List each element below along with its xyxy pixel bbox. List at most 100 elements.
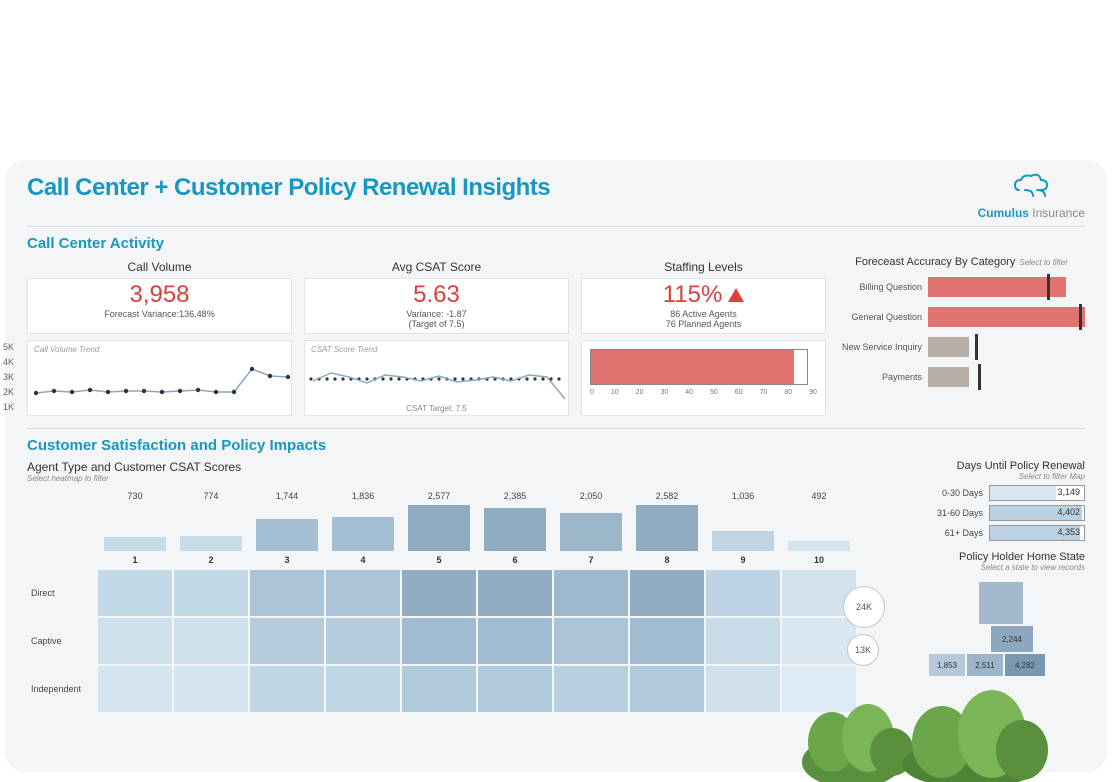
heatmap-bar[interactable]	[408, 505, 470, 551]
forecast-label: General Question	[838, 312, 928, 322]
heatmap-row-label: Direct	[27, 588, 97, 598]
days-row[interactable]: 61+ Days 4,353	[883, 525, 1085, 541]
heatmap-cell[interactable]	[629, 617, 705, 665]
heatmap-cell[interactable]	[401, 665, 477, 713]
heatmap-cell[interactable]	[249, 617, 325, 665]
forecast-hint: Select to filter	[1019, 258, 1067, 267]
brand-name: Cumulus Insurance	[978, 206, 1085, 220]
map-circle[interactable]: 24K	[843, 586, 885, 628]
heatmap-cell[interactable]	[705, 617, 781, 665]
heatmap-cell[interactable]	[705, 665, 781, 713]
heatmap-bar[interactable]	[180, 536, 242, 551]
staffing-sub2: 76 Planned Agents	[582, 319, 825, 329]
heatmap-cell[interactable]	[97, 665, 173, 713]
csat-trend-card[interactable]: CSAT Score Trend CSAT Target: 7.5	[304, 340, 569, 416]
heatmap-col: 1,836 4	[325, 491, 401, 565]
call-volume-value: 3,958	[28, 279, 291, 309]
bush-decoration-icon	[792, 672, 1052, 782]
forecast-row[interactable]: Payments	[838, 364, 1085, 390]
heatmap-cell[interactable]	[249, 665, 325, 713]
forecast-row[interactable]: Billing Question	[838, 274, 1085, 300]
heatmap-bar[interactable]	[256, 519, 318, 551]
heatmap-cell[interactable]	[325, 617, 401, 665]
heatmap-bar[interactable]	[484, 508, 546, 551]
heatmap-col: 492 10	[781, 491, 857, 565]
triangle-up-icon	[728, 288, 744, 302]
call-volume-block: Call Volume 3,958 Forecast Variance:136.…	[27, 256, 292, 416]
map-state[interactable]: 2,244	[991, 626, 1033, 652]
days-row[interactable]: 31-60 Days 4,402	[883, 505, 1085, 521]
heatmap-bars-row: 730 1 774 2 1,744 3 1,836 4 2,577 5 2,38…	[97, 491, 869, 565]
forecast-title: Foreceast Accuracy By CategorySelect to …	[838, 256, 1085, 268]
heatmap-col: 2,582 8	[629, 491, 705, 565]
csat-block: Avg CSAT Score 5.63 Variance: -1.87 (Tar…	[304, 256, 569, 416]
heatmap-cell[interactable]	[325, 569, 401, 617]
csat-value: 5.63	[305, 279, 568, 309]
state-title: Policy Holder Home State	[883, 551, 1085, 563]
heatmap-cell[interactable]	[401, 569, 477, 617]
heatmap-row-label: Independent	[27, 684, 97, 694]
forecast-row[interactable]: General Question	[838, 304, 1085, 330]
heatmap-grid: Direct Captive Independent	[27, 569, 869, 713]
heatmap-cell[interactable]	[325, 665, 401, 713]
heatmap-bar[interactable]	[332, 517, 394, 551]
page-title: Call Center + Customer Policy Renewal In…	[27, 174, 550, 202]
days-title: Days Until Policy Renewal	[883, 460, 1085, 472]
staffing-axis: 0102030405060708090	[590, 389, 817, 396]
heatmap-cell[interactable]	[97, 569, 173, 617]
heatmap-cell[interactable]	[477, 569, 553, 617]
heatmap-cell[interactable]	[173, 665, 249, 713]
staffing-value-row: 115%	[582, 279, 825, 309]
heatmap-bar[interactable]	[788, 541, 850, 551]
days-hint: Select to filter Map	[883, 472, 1085, 481]
heatmap-col: 774 2	[173, 491, 249, 565]
heatmap-cell[interactable]	[173, 617, 249, 665]
heatmap-bar[interactable]	[104, 537, 166, 551]
heatmap-cell[interactable]	[173, 569, 249, 617]
heatmap-cell[interactable]	[477, 617, 553, 665]
heatmap-cell[interactable]	[97, 617, 173, 665]
heatmap-block: Agent Type and Customer CSAT Scores Sele…	[27, 460, 869, 713]
heatmap-col: 2,050 7	[553, 491, 629, 565]
heatmap-bar[interactable]	[636, 505, 698, 551]
heatmap-bar[interactable]	[712, 531, 774, 551]
staffing-bar-outline	[590, 349, 808, 385]
heatmap-cell[interactable]	[553, 569, 629, 617]
call-volume-yaxis: 5K4K3K2K1K	[3, 340, 14, 415]
heatmap-cell[interactable]	[401, 617, 477, 665]
forecast-label: New Service Inquiry	[838, 342, 928, 352]
cumulus-logo-icon	[978, 172, 1085, 204]
csat-target-label: CSAT Target: 7.5	[406, 404, 466, 413]
heatmap-col: 1,744 3	[249, 491, 325, 565]
map-area[interactable]: 24K13K2,2441,8532,5114,282	[883, 576, 1085, 686]
map-state[interactable]	[979, 582, 1023, 624]
heatmap-cell[interactable]	[553, 617, 629, 665]
heatmap-cell[interactable]	[781, 617, 857, 665]
heatmap-cell[interactable]	[553, 665, 629, 713]
staffing-bar-card[interactable]: 0102030405060708090	[581, 340, 826, 416]
forecast-row[interactable]: New Service Inquiry	[838, 334, 1085, 360]
heatmap-cell[interactable]	[477, 665, 553, 713]
call-volume-card[interactable]: 3,958 Forecast Variance:136.48%	[27, 278, 292, 334]
staffing-card[interactable]: 115% 86 Active Agents 76 Planned Agents	[581, 278, 826, 334]
heatmap-col: 2,577 5	[401, 491, 477, 565]
days-row[interactable]: 0-30 Days 3,149	[883, 485, 1085, 501]
map-circle[interactable]: 13K	[847, 634, 879, 666]
heatmap-cell[interactable]	[629, 569, 705, 617]
call-volume-sparkline	[28, 341, 293, 417]
heatmap-cell[interactable]	[629, 665, 705, 713]
csat-card[interactable]: 5.63 Variance: -1.87 (Target of 7.5)	[304, 278, 569, 334]
forecast-rows: Billing Question General Question New Se…	[838, 274, 1085, 390]
staffing-bar-fill	[591, 350, 794, 384]
forecast-label: Payments	[838, 372, 928, 382]
call-volume-title: Call Volume	[27, 256, 292, 278]
heatmap-cell[interactable]	[705, 569, 781, 617]
heatmap-cell[interactable]	[249, 569, 325, 617]
heatmap-title: Agent Type and Customer CSAT Scores	[27, 460, 869, 474]
heatmap-col: 730 1	[97, 491, 173, 565]
call-volume-trend-card[interactable]: Call Volume Trend	[27, 340, 292, 416]
heatmap-bar[interactable]	[560, 513, 622, 551]
staffing-sub1: 86 Active Agents	[582, 309, 825, 319]
forecast-block: Foreceast Accuracy By CategorySelect to …	[838, 256, 1085, 416]
header-row: Call Center + Customer Policy Renewal In…	[27, 174, 1085, 220]
